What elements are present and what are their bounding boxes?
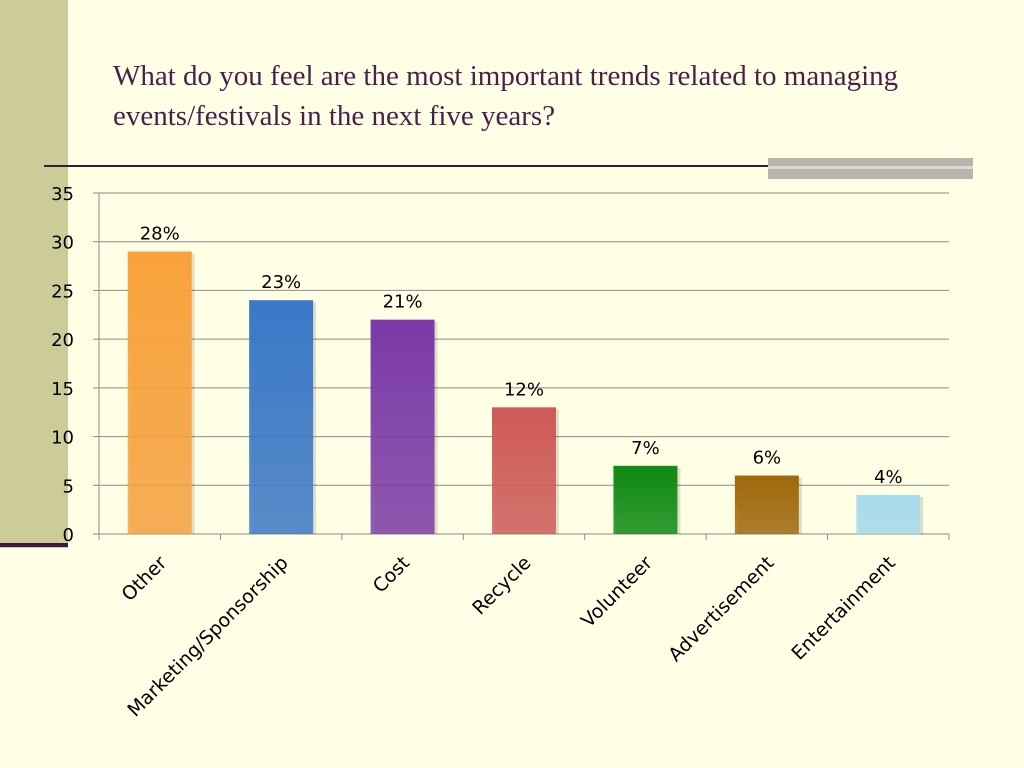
data-label: 28% (140, 223, 180, 244)
y-tick-label: 20 (51, 330, 74, 351)
y-tick-label: 30 (51, 233, 74, 254)
category-label: Volunteer (577, 552, 657, 632)
left-decor-band (0, 0, 68, 548)
bar (370, 319, 435, 534)
y-tick-label: 15 (51, 379, 74, 400)
y-tick-label: 35 (51, 184, 74, 205)
category-label: Recycle (468, 552, 535, 619)
bar (734, 475, 799, 534)
bar (856, 495, 921, 534)
data-label: 23% (261, 272, 301, 293)
y-tick-label: 10 (51, 428, 74, 449)
data-label: 4% (874, 467, 903, 488)
data-label: 12% (504, 379, 544, 400)
accent-bar (768, 158, 973, 179)
data-label: 7% (631, 438, 660, 459)
y-tick-label: 0 (63, 525, 74, 546)
category-label: Entertainment (787, 552, 900, 665)
left-decor-rule (0, 543, 68, 547)
y-tick-label: 5 (63, 476, 74, 497)
slide-title: What do you feel are the most important … (113, 60, 899, 132)
data-label: 21% (383, 292, 423, 313)
bar (613, 465, 678, 534)
y-tick-label: 25 (51, 281, 74, 302)
bar (249, 300, 314, 534)
data-label: 6% (753, 448, 782, 469)
title-divider (44, 165, 972, 167)
category-label: Other (118, 552, 172, 606)
category-label: Cost (369, 552, 414, 597)
category-label: Advertisement (664, 552, 778, 666)
bar (492, 407, 556, 534)
bar (127, 251, 192, 534)
